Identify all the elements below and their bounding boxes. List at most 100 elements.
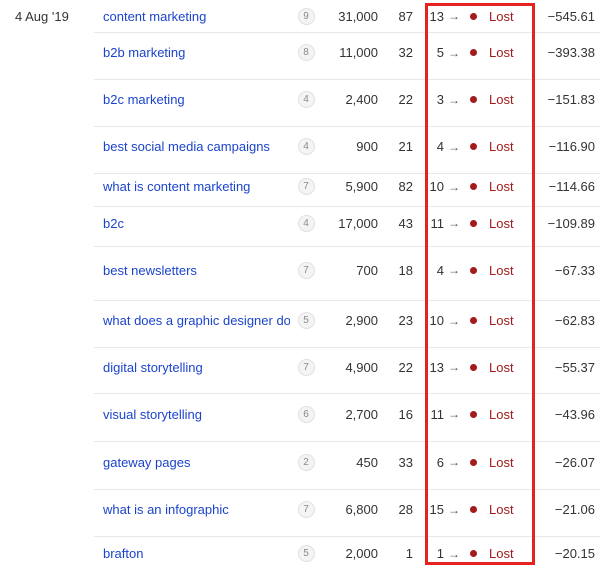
arrow-right-icon: → (448, 313, 460, 328)
traffic-change-value: −109.89 (547, 215, 595, 231)
table-row: best newsletters 7 700 18 4 → Lost −67.3… (0, 246, 600, 300)
search-volume-value: 2,900 (345, 313, 378, 328)
arrow-right-icon: → (448, 216, 460, 230)
search-volume-value: 2,000 (345, 546, 378, 561)
keyword-link[interactable]: b2c (103, 215, 124, 231)
metric-value: 1 (405, 546, 413, 561)
keyword-link[interactable]: content marketing (103, 8, 207, 24)
previous-position: 13 (429, 359, 444, 375)
search-volume-value: 6,800 (345, 502, 378, 517)
serp-features-badge: 2 (297, 453, 315, 471)
serp-features-badge: 8 (297, 44, 315, 61)
table-row: visual storytelling 6 2,700 16 11 → Lost… (0, 393, 600, 441)
table-row: 4 Aug '19 content marketing 9 31,000 87 … (0, 0, 600, 32)
traffic-change-value: −55.37 (554, 359, 595, 375)
keyword-link[interactable]: best social media campaigns (103, 139, 270, 154)
search-volume-value: 4,900 (345, 359, 378, 375)
serp-features-badge: 4 (297, 91, 315, 108)
arrow-right-icon: → (448, 9, 460, 23)
table-row: brafton 5 2,000 1 1 → Lost −20.15 (0, 536, 600, 571)
keyword-link[interactable]: b2c marketing (103, 92, 185, 107)
metric-value: 33 (398, 454, 413, 470)
metric-value: 16 (398, 406, 413, 422)
arrow-right-icon: → (448, 139, 460, 154)
search-volume-value: 2,400 (345, 92, 378, 107)
previous-position: 10 (429, 179, 444, 194)
arrow-right-icon: → (448, 45, 460, 60)
arrow-right-icon: → (448, 92, 460, 107)
metric-value: 43 (398, 215, 413, 231)
table-row: gateway pages 2 450 33 6 → Lost −26.07 (0, 441, 600, 489)
arrow-right-icon: → (448, 407, 460, 421)
table-row: b2b marketing 8 11,000 32 5 → Lost −393.… (0, 32, 600, 79)
previous-position: 4 (436, 139, 444, 154)
serp-features-badge: 4 (297, 214, 315, 232)
previous-position: 5 (436, 45, 444, 60)
table-row: what does a graphic designer do 5 2,900 … (0, 300, 600, 347)
lost-status-label: Lost (489, 454, 514, 470)
keyword-link[interactable]: what is an infographic (103, 502, 229, 517)
search-volume-value: 31,000 (338, 8, 378, 24)
serp-features-badge: 5 (297, 545, 315, 562)
keyword-link[interactable]: what is content marketing (103, 179, 251, 194)
lost-status-label: Lost (489, 359, 514, 375)
lost-status-label: Lost (489, 45, 514, 60)
metric-value: 23 (398, 313, 413, 328)
metric-value: 28 (398, 502, 413, 517)
traffic-change-value: −21.06 (554, 502, 595, 517)
previous-position: 10 (429, 313, 444, 328)
keyword-link[interactable]: what does a graphic designer do (103, 313, 290, 328)
metric-value: 82 (398, 179, 413, 194)
lost-status-label: Lost (489, 313, 514, 328)
lost-dot-icon (469, 143, 477, 150)
lost-dot-icon (469, 410, 477, 418)
traffic-change-value: −43.96 (554, 406, 595, 422)
keyword-link[interactable]: gateway pages (103, 454, 191, 470)
lost-status-label: Lost (489, 262, 514, 278)
lost-dot-icon (469, 458, 477, 466)
serp-features-badge: 7 (297, 261, 315, 279)
keyword-link[interactable]: brafton (103, 546, 144, 561)
traffic-change-value: −545.61 (547, 8, 595, 24)
lost-status-label: Lost (489, 546, 514, 561)
lost-status-label: Lost (489, 406, 514, 422)
search-volume-value: 5,900 (345, 179, 378, 194)
traffic-change-value: −393.38 (547, 45, 595, 60)
previous-position: 1 (436, 546, 444, 561)
keyword-link[interactable]: visual storytelling (103, 406, 202, 422)
table-row: b2c 4 17,000 43 11 → Lost −109.89 (0, 206, 600, 246)
search-volume-value: 450 (356, 454, 378, 470)
lost-dot-icon (469, 506, 477, 513)
arrow-right-icon: → (448, 360, 460, 374)
previous-position: 11 (430, 215, 445, 231)
table-row: digital storytelling 7 4,900 22 13 → Los… (0, 347, 600, 393)
previous-position: 4 (436, 262, 444, 278)
metric-value: 22 (398, 92, 413, 107)
table-row: best social media campaigns 4 900 21 4 →… (0, 126, 600, 173)
search-volume-value: 900 (356, 139, 378, 154)
table-row: what is content marketing 7 5,900 82 10 … (0, 173, 600, 206)
keyword-link[interactable]: b2b marketing (103, 45, 186, 60)
lost-dot-icon (469, 219, 477, 227)
lost-dot-icon (469, 317, 477, 324)
serp-features-badge: 7 (297, 178, 315, 195)
serp-features-badge: 5 (297, 312, 315, 329)
traffic-change-value: −116.90 (548, 139, 595, 154)
arrow-right-icon: → (448, 546, 460, 561)
keyword-link[interactable]: best newsletters (103, 262, 197, 278)
arrow-right-icon: → (448, 455, 460, 469)
previous-position: 15 (429, 502, 444, 517)
lost-dot-icon (469, 183, 477, 190)
date-label: 4 Aug '19 (15, 8, 69, 24)
search-volume-value: 11,000 (339, 45, 378, 60)
table-row: what is an infographic 7 6,800 28 15 → L… (0, 489, 600, 536)
previous-position: 6 (436, 454, 444, 470)
metric-value: 18 (398, 262, 413, 278)
lost-status-label: Lost (489, 215, 514, 231)
keyword-link[interactable]: digital storytelling (103, 359, 203, 375)
lost-status-label: Lost (489, 92, 514, 107)
traffic-change-value: −151.83 (547, 92, 595, 107)
arrow-right-icon: → (448, 502, 460, 517)
previous-position: 11 (430, 406, 445, 422)
